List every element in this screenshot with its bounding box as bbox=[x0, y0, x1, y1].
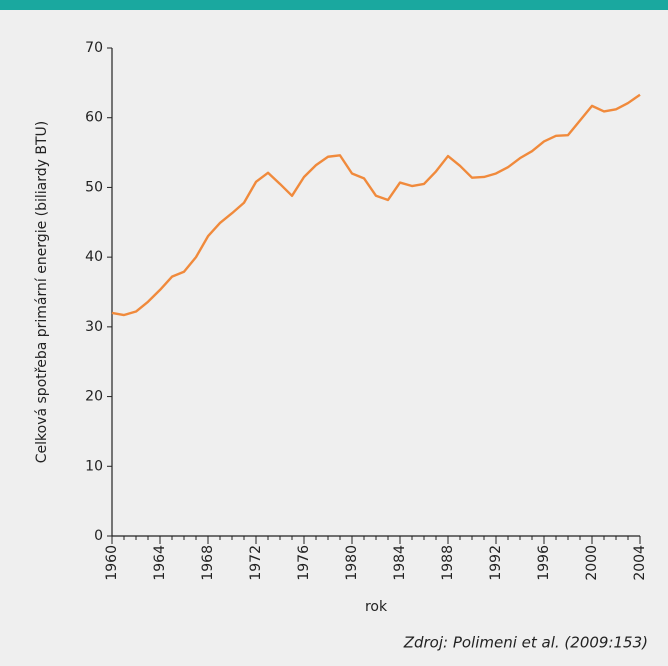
top-bar bbox=[0, 0, 668, 10]
x-tick-label: 1960 bbox=[104, 545, 120, 581]
x-tick-label: 1988 bbox=[440, 545, 456, 581]
x-tick-label: 1984 bbox=[392, 545, 408, 581]
data-line bbox=[111, 93, 641, 317]
x-tick-label: 2000 bbox=[584, 545, 600, 581]
y-tick-label: 20 bbox=[85, 389, 103, 405]
y-tick-label: 50 bbox=[85, 179, 103, 195]
x-tick-label: 1968 bbox=[200, 545, 216, 581]
y-tick-label: 10 bbox=[85, 458, 103, 474]
y-tick-label: 40 bbox=[85, 249, 103, 265]
x-tick-label: 2004 bbox=[632, 545, 648, 581]
y-axis-label: Celková spotřeba primární energie (bilia… bbox=[34, 121, 50, 464]
source-note: Zdroj: Polimeni et al. (2009:153) bbox=[403, 634, 648, 652]
x-tick-label: 1992 bbox=[488, 545, 504, 581]
y-tick-label: 60 bbox=[85, 110, 103, 126]
y-tick-label: 0 bbox=[94, 528, 103, 544]
x-tick-label: 1972 bbox=[248, 545, 264, 581]
x-tick-label: 1976 bbox=[296, 545, 312, 581]
y-tick-label: 70 bbox=[85, 40, 103, 56]
x-tick-label: 1996 bbox=[536, 545, 552, 581]
y-tick-label: 30 bbox=[85, 319, 103, 335]
x-tick-label: 1980 bbox=[344, 545, 360, 581]
x-tick-label: 1964 bbox=[152, 545, 168, 581]
x-axis-label: rok bbox=[365, 599, 388, 615]
